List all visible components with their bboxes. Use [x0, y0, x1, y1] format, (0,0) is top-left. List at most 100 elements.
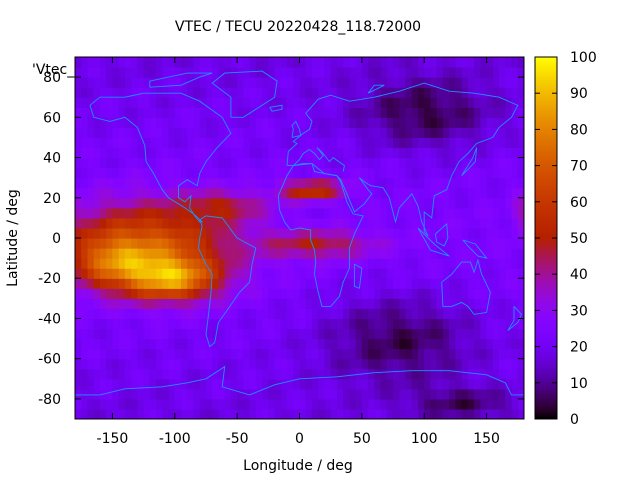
heat-cell [99, 157, 107, 169]
heat-cell [399, 147, 407, 159]
heat-cell [274, 97, 282, 108]
heat-cell [268, 248, 276, 259]
heat-cell [199, 117, 207, 128]
heat-cell [449, 298, 457, 309]
heat-cell [499, 388, 506, 400]
heat-cell [318, 338, 326, 350]
heat-cell [255, 77, 263, 88]
heat-cell [224, 378, 232, 390]
heat-cell [424, 87, 432, 98]
heat-cell [318, 408, 326, 419]
heat-cell [118, 238, 126, 249]
heat-cell [237, 187, 244, 199]
heat-cell [75, 368, 82, 380]
heat-cell [174, 157, 182, 169]
heat-cell [499, 67, 506, 78]
heat-cell [137, 67, 145, 78]
heat-cell [131, 308, 138, 320]
heat-cell [262, 207, 269, 219]
heat-cell [287, 318, 294, 330]
heat-cell [393, 368, 400, 380]
heat-cell [436, 127, 444, 139]
heat-cell [293, 207, 301, 219]
heat-cell [492, 348, 500, 360]
heat-cell [287, 87, 294, 98]
heat-cell [280, 388, 288, 400]
heat-cell [424, 227, 432, 239]
heat-cell [442, 127, 450, 139]
heat-cell [162, 217, 170, 229]
heat-cell [336, 77, 344, 88]
heat-cell [436, 207, 444, 219]
heat-cell [336, 217, 344, 229]
heat-cell [106, 338, 114, 350]
heat-cell [131, 157, 138, 169]
heat-cell [243, 177, 251, 189]
heat-cell [268, 258, 276, 269]
heat-cell [486, 378, 494, 390]
x-axis-ticks: -150 -100 -50 0 50 100 150 [97, 57, 500, 447]
heat-cell [361, 107, 369, 118]
heat-cell [449, 398, 457, 410]
heat-cell [205, 318, 213, 330]
heat-cell [156, 378, 163, 390]
heat-cell [137, 217, 145, 229]
heat-cell [505, 187, 513, 199]
heat-cell [118, 197, 126, 209]
heat-cell [93, 67, 101, 78]
heat-cell [299, 368, 307, 380]
heat-cell [268, 338, 276, 350]
heat-cell [299, 197, 307, 209]
heat-cell [411, 408, 419, 419]
heat-cell [361, 338, 369, 350]
heat-cell [149, 107, 157, 118]
heat-cell [417, 238, 425, 249]
heat-cell [193, 328, 201, 340]
heat-cell [106, 318, 114, 330]
heat-cell [280, 328, 288, 340]
heat-cell [156, 288, 163, 299]
heat-cell [399, 117, 407, 128]
heat-cell [424, 358, 432, 370]
coastline [434, 222, 449, 247]
heat-cell [311, 147, 319, 159]
heat-cell [480, 167, 488, 179]
heat-cell [442, 268, 450, 279]
heat-cell [393, 358, 400, 370]
heat-cell [124, 388, 132, 400]
heat-cell [274, 177, 282, 189]
heat-cell [324, 378, 332, 390]
heat-cell [205, 57, 213, 68]
heat-cell [255, 187, 263, 199]
heat-cell [193, 87, 201, 98]
heat-cell [268, 227, 276, 239]
heat-cell [156, 268, 163, 279]
heat-cell [143, 288, 151, 299]
heat-cell [280, 207, 288, 219]
heat-cell [467, 238, 475, 249]
heat-cell [87, 278, 95, 289]
heat-cell [212, 167, 220, 179]
heat-cell [467, 227, 475, 239]
heat-cell [499, 117, 506, 128]
heat-cell [517, 348, 524, 360]
heat-cell [112, 207, 120, 219]
heat-cell [262, 117, 269, 128]
heat-cell [417, 77, 425, 88]
heat-cell [368, 67, 375, 78]
heat-cell [156, 348, 163, 360]
heat-cell [455, 258, 463, 269]
legend-label: 'Vtec_ [32, 62, 75, 78]
heat-cell [268, 87, 276, 98]
heat-cell [311, 157, 319, 169]
heat-cell [499, 308, 506, 320]
heat-cell [162, 197, 170, 209]
heat-cell [299, 117, 307, 128]
heat-cell [455, 187, 463, 199]
heat-cell [349, 358, 357, 370]
heat-cell [355, 57, 363, 68]
heat-cell [411, 227, 419, 239]
heat-cell [255, 217, 263, 229]
heat-cell [112, 278, 120, 289]
heat-cell [399, 318, 407, 330]
